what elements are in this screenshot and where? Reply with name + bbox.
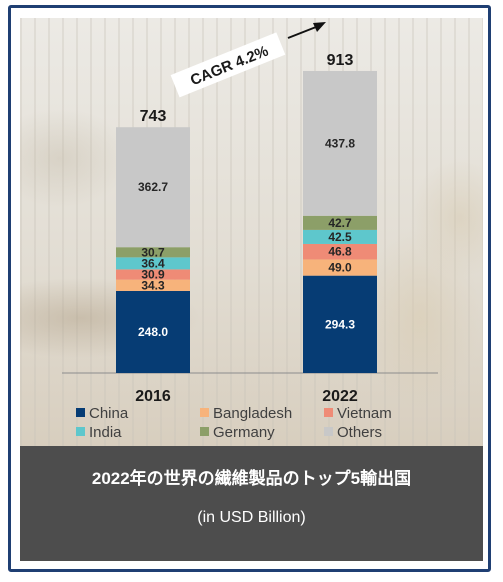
bar-segment-bangladesh-2022 [303, 259, 377, 276]
cagr-arrow-line [287, 26, 317, 39]
legend-swatch-china [76, 408, 85, 417]
data-label-others-2016: 362.7 [138, 180, 168, 194]
chart-frame [8, 5, 491, 572]
data-label-vietnam-2022: 46.8 [328, 245, 352, 259]
bar-segment-others-2022 [303, 70, 377, 216]
data-label-bangladesh-2016: 34.3 [141, 278, 165, 292]
legend-label-germany: Germany [213, 424, 275, 441]
data-label-vietnam-2016: 30.9 [141, 268, 165, 282]
caption-title: 2022年の世界の繊維製品のトップ5輸出国 [91, 469, 412, 488]
legend-swatch-germany [200, 427, 209, 436]
legend-swatch-others [324, 427, 333, 436]
legend-label-china: China [89, 405, 129, 422]
x-tick-label-2016: 2016 [135, 388, 171, 405]
bar-segment-india-2016 [116, 257, 190, 270]
data-label-germany-2022: 42.7 [328, 216, 352, 230]
data-label-germany-2016: 30.7 [141, 245, 165, 259]
legend: China Bangladesh Vietnam India Germany Others [76, 405, 392, 441]
caption-subtitle: (in USD Billion) [197, 509, 306, 526]
legend-swatch-vietnam [324, 408, 333, 417]
data-label-bangladesh-2022: 49.0 [328, 261, 352, 275]
legend-label-others: Others [337, 424, 382, 441]
cagr-arrow [287, 22, 326, 39]
bar-segment-vietnam-2016 [116, 269, 190, 280]
bar-segment-germany-2022 [303, 215, 377, 230]
bar-segment-germany-2016 [116, 247, 190, 258]
data-label-india-2016: 36.4 [141, 256, 165, 270]
cagr-annotation: CAGR 4.2% [170, 32, 286, 98]
legend-label-vietnam: Vietnam [337, 405, 392, 422]
bar-segment-china-2016 [116, 290, 190, 373]
bar-layer: 248.0 34.330.936.430.7 362.7 743 2016 294.3 49… [116, 52, 377, 405]
caption-box: 2022年の世界の繊維製品のトップ5輸出国 (in USD Billion) [20, 446, 483, 561]
legend-swatch-india [76, 427, 85, 436]
total-label-2022: 913 [327, 52, 354, 69]
bar-segment-others-2016 [116, 127, 190, 248]
data-label-india-2022: 42.5 [328, 230, 352, 244]
legend-label-bangladesh: Bangladesh [213, 405, 292, 422]
bar-segment-vietnam-2022 [303, 243, 377, 260]
cagr-arrow-head [313, 22, 326, 32]
data-label-others-2022: 437.8 [325, 136, 355, 150]
bar-segment-china-2022 [303, 275, 377, 373]
total-label-2016: 743 [140, 108, 167, 125]
data-label-china-2022: 294.3 [325, 317, 355, 331]
bar-segment-india-2022 [303, 229, 377, 244]
cagr-arrow-band [170, 32, 286, 98]
legend-swatch-bangladesh [200, 408, 209, 417]
data-label-china-2016: 248.0 [138, 325, 168, 339]
bar-segment-bangladesh-2016 [116, 279, 190, 291]
x-tick-label-2022: 2022 [322, 388, 358, 405]
legend-label-india: India [89, 424, 122, 441]
